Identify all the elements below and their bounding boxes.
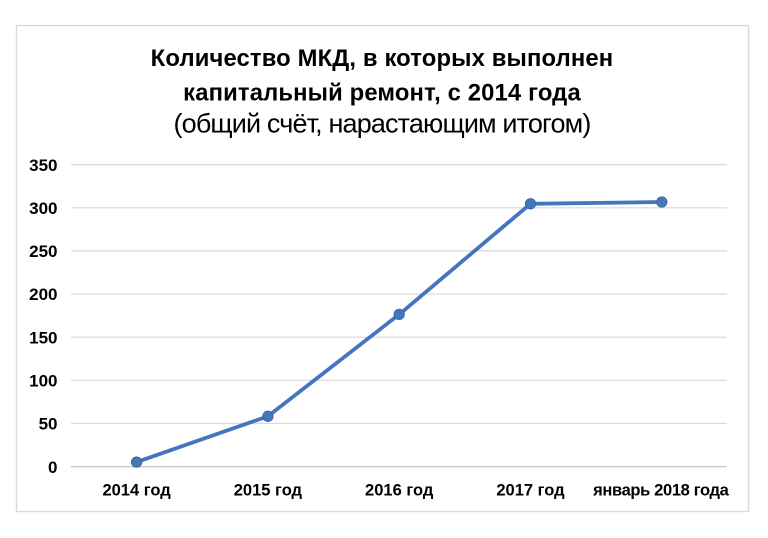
svg-text:Количество МКД, в которых выпо: Количество МКД, в которых выполнен [151,45,614,72]
svg-text:(общий счёт, нарастающим итого: (общий счёт, нарастающим итогом) [174,109,591,139]
svg-text:январь 2018 года: январь 2018 года [592,482,730,500]
svg-text:2017 год: 2017 год [496,482,565,500]
svg-text:100: 100 [29,372,57,391]
svg-text:0: 0 [48,458,57,477]
svg-text:50: 50 [39,415,58,434]
svg-text:2014 год: 2014 год [102,482,171,500]
svg-text:2016 год: 2016 год [365,482,434,500]
svg-text:капитальный ремонт, с 2014 год: капитальный ремонт, с 2014 года [183,80,581,107]
svg-text:150: 150 [29,328,57,347]
svg-text:350: 350 [29,156,57,175]
svg-text:300: 300 [29,199,57,218]
svg-text:200: 200 [29,285,57,304]
svg-text:250: 250 [29,242,57,261]
svg-text:2015 год: 2015 год [234,482,303,500]
